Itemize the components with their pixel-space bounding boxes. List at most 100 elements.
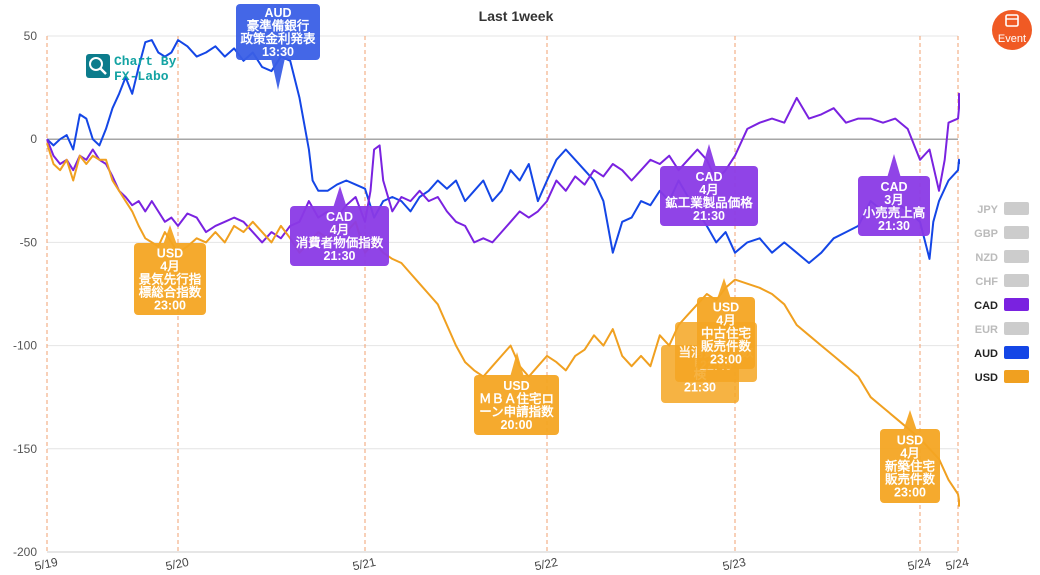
legend-swatch [1004,370,1029,383]
x-tick-label: 5/20 [164,555,190,574]
event-text: USD [503,379,529,393]
event-box [660,166,758,226]
event-pin-icon [163,225,177,245]
legend-item-chf[interactable]: CHF [975,274,1029,288]
event-text: 販売件数 [701,339,752,354]
legend-swatch [1004,250,1029,263]
event-pin-icon [333,186,347,208]
event-text: 13:30 [262,45,294,59]
watermark: Chart By FX-Labo [86,54,177,84]
series-line-cad [46,92,960,244]
series-line-aud [46,39,960,264]
event-text: 4月 [330,223,349,237]
x-tick-label: 5/19 [33,555,59,574]
x-tick-label: 5/21 [351,555,377,574]
chart-title: Last 1week [479,8,554,24]
y-tick-label: -100 [13,339,37,353]
legend-label: CAD [974,300,998,312]
event-text: 標総合指数 [139,285,202,300]
x-axis: 5/19 5/20 5/21 5/22 5/23 5/24 5/24 [33,555,970,574]
event-text: 鉱工業製品価格 [665,195,753,210]
legend-label: AUD [974,348,998,360]
event-text: 4月 [160,260,179,274]
x-tick-label: 5/23 [721,555,747,574]
legend-swatch [1004,226,1029,239]
legend-item-jpy[interactable]: JPY [977,202,1029,216]
y-tick-label: -50 [20,235,38,249]
event-box [134,243,206,315]
calendar-icon [1005,14,1019,27]
event-text: 21:30 [693,209,725,223]
legend-label: NZD [975,252,998,264]
event-pin-icon [271,58,285,90]
event-text: ＭＢＡ住宅ロ [479,391,554,406]
event-box [880,429,940,503]
event-text: 中古住宅 [701,326,752,341]
y-tick-label: 50 [24,29,38,43]
event-text: 景気先行指 [139,272,202,287]
event-text: CAD [695,170,722,184]
legend-item-aud[interactable]: AUD [974,346,1029,360]
event-text: 販売件数 [885,472,936,487]
legend-label: USD [975,372,998,384]
legend-item-cad[interactable]: CAD [974,298,1029,312]
event-text: 21:30 [684,381,716,395]
event-text: 23:00 [710,353,742,367]
event-pin-icon [903,410,917,431]
legend-item-eur[interactable]: EUR [975,322,1029,336]
watermark-line1: Chart By [114,54,177,69]
legend-swatch [1004,346,1029,359]
x-tick-label: 5/22 [533,555,559,574]
event-text: 消費者物価指数 [296,235,384,250]
legend-item-usd[interactable]: USD [975,370,1029,384]
event-box [236,4,320,60]
event-text: 3月 [884,193,903,207]
event-pin-icon [887,154,901,178]
event-text: CAD [326,210,353,224]
y-tick-label: 0 [30,132,37,146]
legend-label: EUR [975,324,998,336]
event-text: 新築住宅 [885,459,936,474]
event-text: 23:00 [894,486,926,500]
legend-swatch [1004,322,1029,335]
y-tick-label: -200 [13,545,37,559]
watermark-line2: FX-Labo [114,69,169,84]
event-text: 4月 [900,447,919,461]
legend-item-nzd[interactable]: NZD [975,250,1029,264]
event-box [858,176,930,236]
event-box [290,206,389,266]
legend-label: GBP [974,228,998,240]
legend-item-gbp[interactable]: GBP [974,226,1029,240]
event-text: AUD [264,6,291,20]
event-text: 豪準備銀行 [247,18,310,33]
event-text: CAD [880,180,907,194]
event-button-label: Event [998,33,1026,45]
event-text: USD [897,434,923,448]
legend-label: CHF [975,276,998,288]
x-tick-label: 5/24 [944,555,970,574]
event-text: USD [157,247,183,261]
event-text: USD [713,301,739,315]
event-box [474,375,559,435]
x-tick-label: 5/24 [906,555,932,574]
event-markers: AUD豪準備銀行政策金利発表13:30USD4月景気先行指標総合指数23:00C… [134,4,940,503]
legend-swatch [1004,298,1029,311]
event-text: 20:00 [501,418,533,432]
legend-swatch [1004,274,1029,287]
legend-swatch [1004,202,1029,215]
event-text: 4月 [716,314,735,328]
event-button[interactable]: Event [992,10,1032,50]
y-axis: 50 0 -50 -100 -150 -200 [13,29,37,559]
event-text: 23:00 [154,299,186,313]
y-tick-label: -150 [13,442,37,456]
event-text: 4月 [699,183,718,197]
